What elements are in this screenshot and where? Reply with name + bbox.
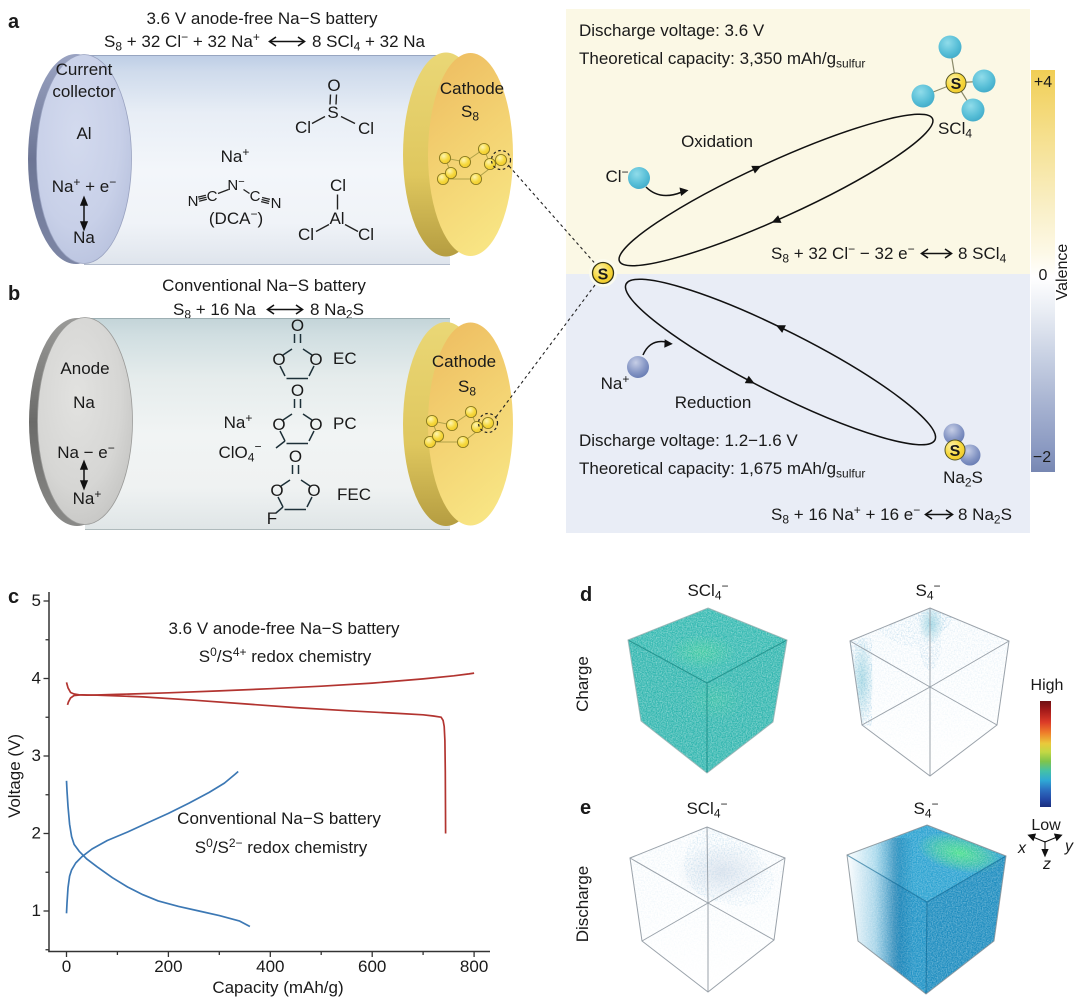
svg-text:N: N (188, 193, 199, 210)
svg-text:S8 + 16 Na+ + 16 e−: S8 + 16 Na+ + 16 e− (771, 503, 920, 527)
svg-text:−2: −2 (1033, 449, 1051, 466)
svg-text:400: 400 (256, 957, 284, 976)
svg-text:Na: Na (73, 393, 95, 412)
svg-text:(DCA−): (DCA−) (209, 207, 263, 228)
svg-text:SCl4: SCl4 (938, 119, 972, 141)
svg-text:ClO4−: ClO4− (219, 440, 262, 465)
svg-text:y: y (1064, 838, 1074, 855)
svg-text:O: O (270, 481, 283, 500)
svg-text:Cl: Cl (330, 176, 346, 195)
svg-text:b: b (8, 283, 20, 305)
svg-text:Anode: Anode (60, 359, 109, 378)
svg-text:S4−: S4− (915, 579, 940, 603)
svg-text:O: O (272, 415, 285, 434)
svg-text:a: a (8, 11, 20, 33)
svg-text:c: c (8, 586, 19, 608)
svg-text:8 Na2S: 8 Na2S (958, 505, 1012, 527)
svg-text:200: 200 (154, 957, 182, 976)
svg-text:O: O (291, 316, 304, 335)
svg-text:S: S (598, 267, 609, 284)
svg-text:Na − e−: Na − e− (57, 441, 115, 462)
svg-text:Na+: Na+ (73, 487, 102, 508)
svg-text:Current: Current (56, 60, 113, 79)
svg-text:Al: Al (329, 209, 344, 228)
svg-text:3.6 V anode-free Na−S battery: 3.6 V anode-free Na−S battery (146, 9, 378, 28)
svg-text:S8 + 32 Cl− + 32 Na+: S8 + 32 Cl− + 32 Na+ (104, 30, 260, 54)
svg-text:Theoretical capacity: 3,350 mA: Theoretical capacity: 3,350 mAh/gsulfur (579, 49, 865, 71)
svg-text:Conventional Na−S battery: Conventional Na−S battery (162, 276, 366, 295)
svg-text:Na+ + e−: Na+ + e− (52, 175, 117, 196)
svg-text:O: O (327, 76, 340, 95)
svg-text:High: High (1031, 677, 1064, 694)
svg-text:Low: Low (1031, 817, 1061, 834)
svg-text:+4: +4 (1034, 74, 1052, 91)
svg-text:collector: collector (52, 82, 116, 101)
svg-text:5: 5 (32, 591, 41, 610)
svg-text:Reduction: Reduction (675, 393, 752, 412)
svg-text:2: 2 (32, 824, 41, 843)
svg-text:Cl: Cl (358, 225, 374, 244)
svg-text:C: C (207, 188, 218, 205)
svg-text:Na+: Na+ (221, 145, 250, 166)
svg-text:Na2S: Na2S (943, 468, 983, 490)
svg-text:Oxidation: Oxidation (681, 132, 753, 151)
svg-text:O: O (272, 350, 285, 369)
svg-text:Discharge: Discharge (573, 866, 592, 943)
svg-text:Al: Al (76, 124, 91, 143)
svg-text:Cathode: Cathode (440, 79, 504, 98)
svg-text:Cl: Cl (358, 119, 374, 138)
svg-text:Capacity (mAh/g): Capacity (mAh/g) (212, 978, 343, 997)
svg-text:F: F (267, 509, 277, 528)
svg-text:z: z (1042, 856, 1051, 873)
svg-text:S4−: S4− (913, 797, 938, 821)
svg-text:Theoretical capacity: 1,675 mA: Theoretical capacity: 1,675 mAh/gsulfur (579, 459, 865, 481)
svg-text:S: S (951, 76, 962, 93)
svg-text:Valence: Valence (1054, 244, 1071, 301)
svg-text:600: 600 (358, 957, 386, 976)
svg-text:e: e (580, 797, 591, 819)
svg-text:Charge: Charge (573, 656, 592, 712)
svg-text:Cathode: Cathode (432, 352, 496, 371)
svg-text:Voltage (V): Voltage (V) (5, 734, 24, 818)
svg-text:S0/S2− redox chemistry: S0/S2− redox chemistry (195, 836, 368, 857)
svg-text:d: d (580, 584, 592, 606)
svg-text:SCl4−: SCl4− (687, 579, 728, 603)
svg-text:SCl4−: SCl4− (686, 797, 727, 821)
svg-text:S: S (327, 103, 338, 122)
svg-text:Discharge voltage: 1.2−1.6 V: Discharge voltage: 1.2−1.6 V (579, 431, 798, 450)
svg-text:O: O (289, 447, 302, 466)
svg-text:N: N (271, 195, 282, 212)
svg-text:S8 + 32 Cl− − 32 e−: S8 + 32 Cl− − 32 e− (771, 242, 915, 266)
svg-text:S: S (950, 443, 961, 460)
svg-text:3.6 V anode-free Na−S battery: 3.6 V anode-free Na−S battery (168, 619, 400, 638)
svg-text:1: 1 (32, 901, 41, 920)
svg-text:O: O (307, 481, 320, 500)
svg-text:O: O (291, 381, 304, 400)
svg-text:x: x (1017, 840, 1027, 857)
svg-text:FEC: FEC (337, 485, 371, 504)
svg-text:4: 4 (32, 669, 41, 688)
svg-text:0: 0 (1039, 267, 1048, 284)
svg-text:0: 0 (62, 957, 71, 976)
svg-text:Na+: Na+ (601, 372, 630, 393)
svg-text:Na: Na (73, 228, 95, 247)
svg-text:8 SCl4: 8 SCl4 (958, 244, 1007, 266)
svg-text:PC: PC (333, 414, 357, 433)
svg-text:Na+: Na+ (224, 411, 253, 432)
svg-text:Discharge voltage: 3.6 V: Discharge voltage: 3.6 V (579, 21, 765, 40)
svg-text:EC: EC (333, 349, 357, 368)
svg-text:S0/S4+ redox chemistry: S0/S4+ redox chemistry (199, 645, 372, 666)
svg-text:8 SCl4 + 32 Na: 8 SCl4 + 32 Na (312, 32, 426, 54)
svg-text:Cl: Cl (298, 225, 314, 244)
svg-text:Cl: Cl (295, 118, 311, 137)
svg-text:O: O (309, 350, 322, 369)
svg-text:O: O (309, 415, 322, 434)
svg-text:S8 + 16 Na: S8 + 16 Na (173, 300, 256, 322)
svg-text:800: 800 (460, 957, 488, 976)
svg-text:3: 3 (32, 746, 41, 765)
svg-text:Conventional Na−S battery: Conventional Na−S battery (177, 809, 381, 828)
svg-text:C: C (250, 188, 261, 205)
